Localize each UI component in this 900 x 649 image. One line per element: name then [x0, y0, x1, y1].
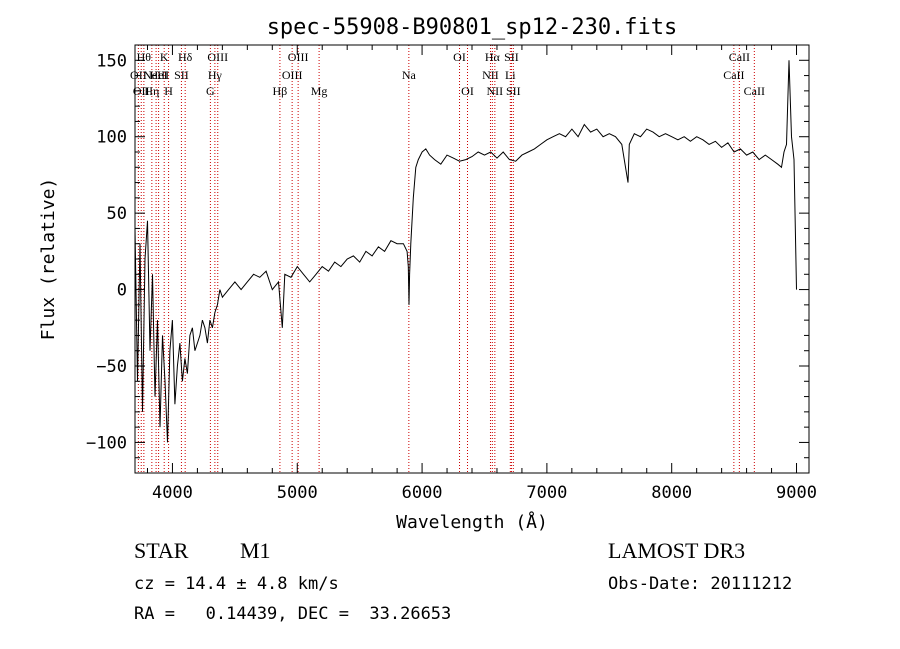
x-tick-label: 6000 [402, 483, 443, 503]
chart-title: spec-55908-B90801_sp12-230.fits [267, 15, 678, 40]
marker-label: Hη [144, 84, 159, 98]
y-tick-label: −50 [96, 357, 127, 377]
marker-label: Li [505, 68, 516, 82]
marker-label: OII [130, 68, 147, 82]
marker-label: Hβ [273, 84, 288, 98]
marker-label: OIII [282, 68, 303, 82]
redshift-velocity: cz = 14.4 ± 4.8 km/s [134, 574, 339, 594]
marker-label: NII [482, 68, 499, 82]
x-tick-label: 9000 [776, 483, 817, 503]
marker-label: Hθ [137, 50, 152, 64]
spectral-line-markers [137, 45, 755, 473]
survey-name: LAMOST DR3 [608, 538, 746, 563]
y-tick-label: 100 [96, 128, 127, 148]
marker-label: CaII [723, 68, 744, 82]
y-tick-label: −100 [86, 433, 127, 453]
x-tick-label: 7000 [526, 483, 567, 503]
marker-label: OII [133, 84, 150, 98]
object-subclass: M1 [240, 538, 271, 563]
marker-label: NII [487, 84, 504, 98]
marker-label: Hγ [208, 68, 223, 82]
marker-label: K [160, 50, 169, 64]
x-axis-label: Wavelength (Å) [396, 511, 548, 533]
y-axis-label: Flux (relative) [38, 178, 59, 341]
marker-label: Hα [485, 50, 501, 64]
marker-label: HeI [150, 68, 168, 82]
marker-label: G [206, 84, 215, 98]
y-tick-label: 0 [117, 281, 127, 301]
x-tick-label: 5000 [277, 483, 318, 503]
marker-label: OIII [288, 50, 309, 64]
x-tick-label: 8000 [651, 483, 692, 503]
observation-date: Obs-Date: 20111212 [608, 574, 793, 594]
y-axis-ticks: −100 −50 0 50 100 150 [86, 44, 809, 459]
y-tick-label: 150 [96, 51, 127, 71]
plot-frame [134, 44, 810, 474]
marker-label: SII [504, 50, 519, 64]
marker-label: NeIII [143, 68, 169, 82]
marker-label: CaII [744, 84, 765, 98]
marker-label: SII [174, 68, 189, 82]
marker-label: Hδ [178, 50, 193, 64]
marker-label: OIII [207, 50, 228, 64]
x-tick-label: 4000 [152, 483, 193, 503]
marker-label: H [164, 84, 173, 98]
marker-label: Na [402, 68, 417, 82]
marker-label: CaII [729, 50, 750, 64]
marker-label: OI [453, 50, 466, 64]
coordinates: RA = 0.14439, DEC = 33.26653 [134, 604, 452, 624]
y-tick-label: 50 [107, 204, 127, 224]
marker-label: SII [506, 84, 521, 98]
marker-label: OI [461, 84, 474, 98]
spectrum-line [134, 60, 797, 443]
object-class: STAR [134, 538, 189, 563]
spectral-line-labels: OIIOIIHθHηNeIIIHeIKHSIIHδGHγOIIIHβOIIIOI… [130, 50, 765, 98]
x-axis-ticks: 4000 5000 6000 7000 8000 9000 [146, 45, 817, 503]
marker-label: Mg [311, 84, 328, 98]
